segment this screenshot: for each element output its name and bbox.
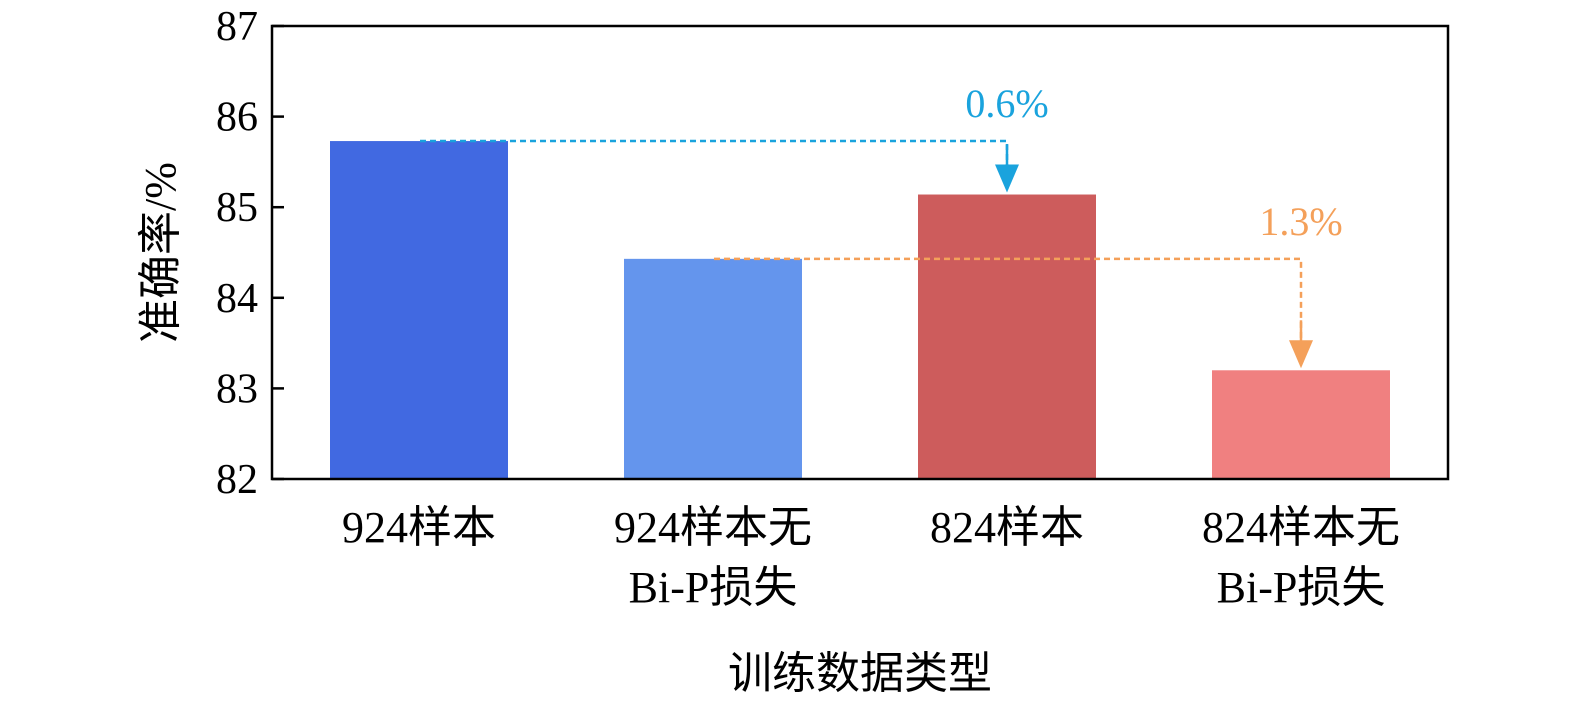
y-tick-label: 85 [216,185,258,231]
y-tick-label: 87 [216,4,258,50]
annotation-label: 0.6% [965,81,1048,126]
x-axis: 924样本 924样本无 Bi-P损失 824样本 824样本无 Bi-P损失 [342,503,1400,612]
bar [1212,370,1390,479]
x-tick-label: Bi-P损失 [1217,563,1386,612]
x-tick-label: 924样本无 [614,503,812,552]
annotation-line [714,257,1303,345]
x-tick-label: 924样本 [342,503,496,552]
y-tick-label: 84 [216,276,258,322]
y-axis-title: 准确率/% [136,162,185,343]
x-tick-label: Bi-P损失 [629,563,798,612]
y-tick-label: 83 [216,366,258,412]
annotation-line [420,139,1009,169]
bar [330,141,508,479]
bar [624,258,802,479]
y-tick-label: 82 [216,457,258,503]
annotation-arrowhead [995,164,1019,193]
y-tick-label: 86 [216,95,258,141]
x-axis-title: 训练数据类型 [728,649,992,698]
x-tick-label: 824样本无 [1202,503,1400,552]
annotation-arrowhead [1289,340,1313,369]
plot-frame [270,24,1450,481]
bars-layer [330,141,1390,480]
annotations-layer: 0.6% 1.3% [420,81,1343,369]
y-axis: 82 83 84 85 86 87 [216,4,284,503]
bar [918,194,1096,480]
x-tick-label: 824样本 [930,503,1084,552]
annotation-label: 1.3% [1259,199,1342,244]
